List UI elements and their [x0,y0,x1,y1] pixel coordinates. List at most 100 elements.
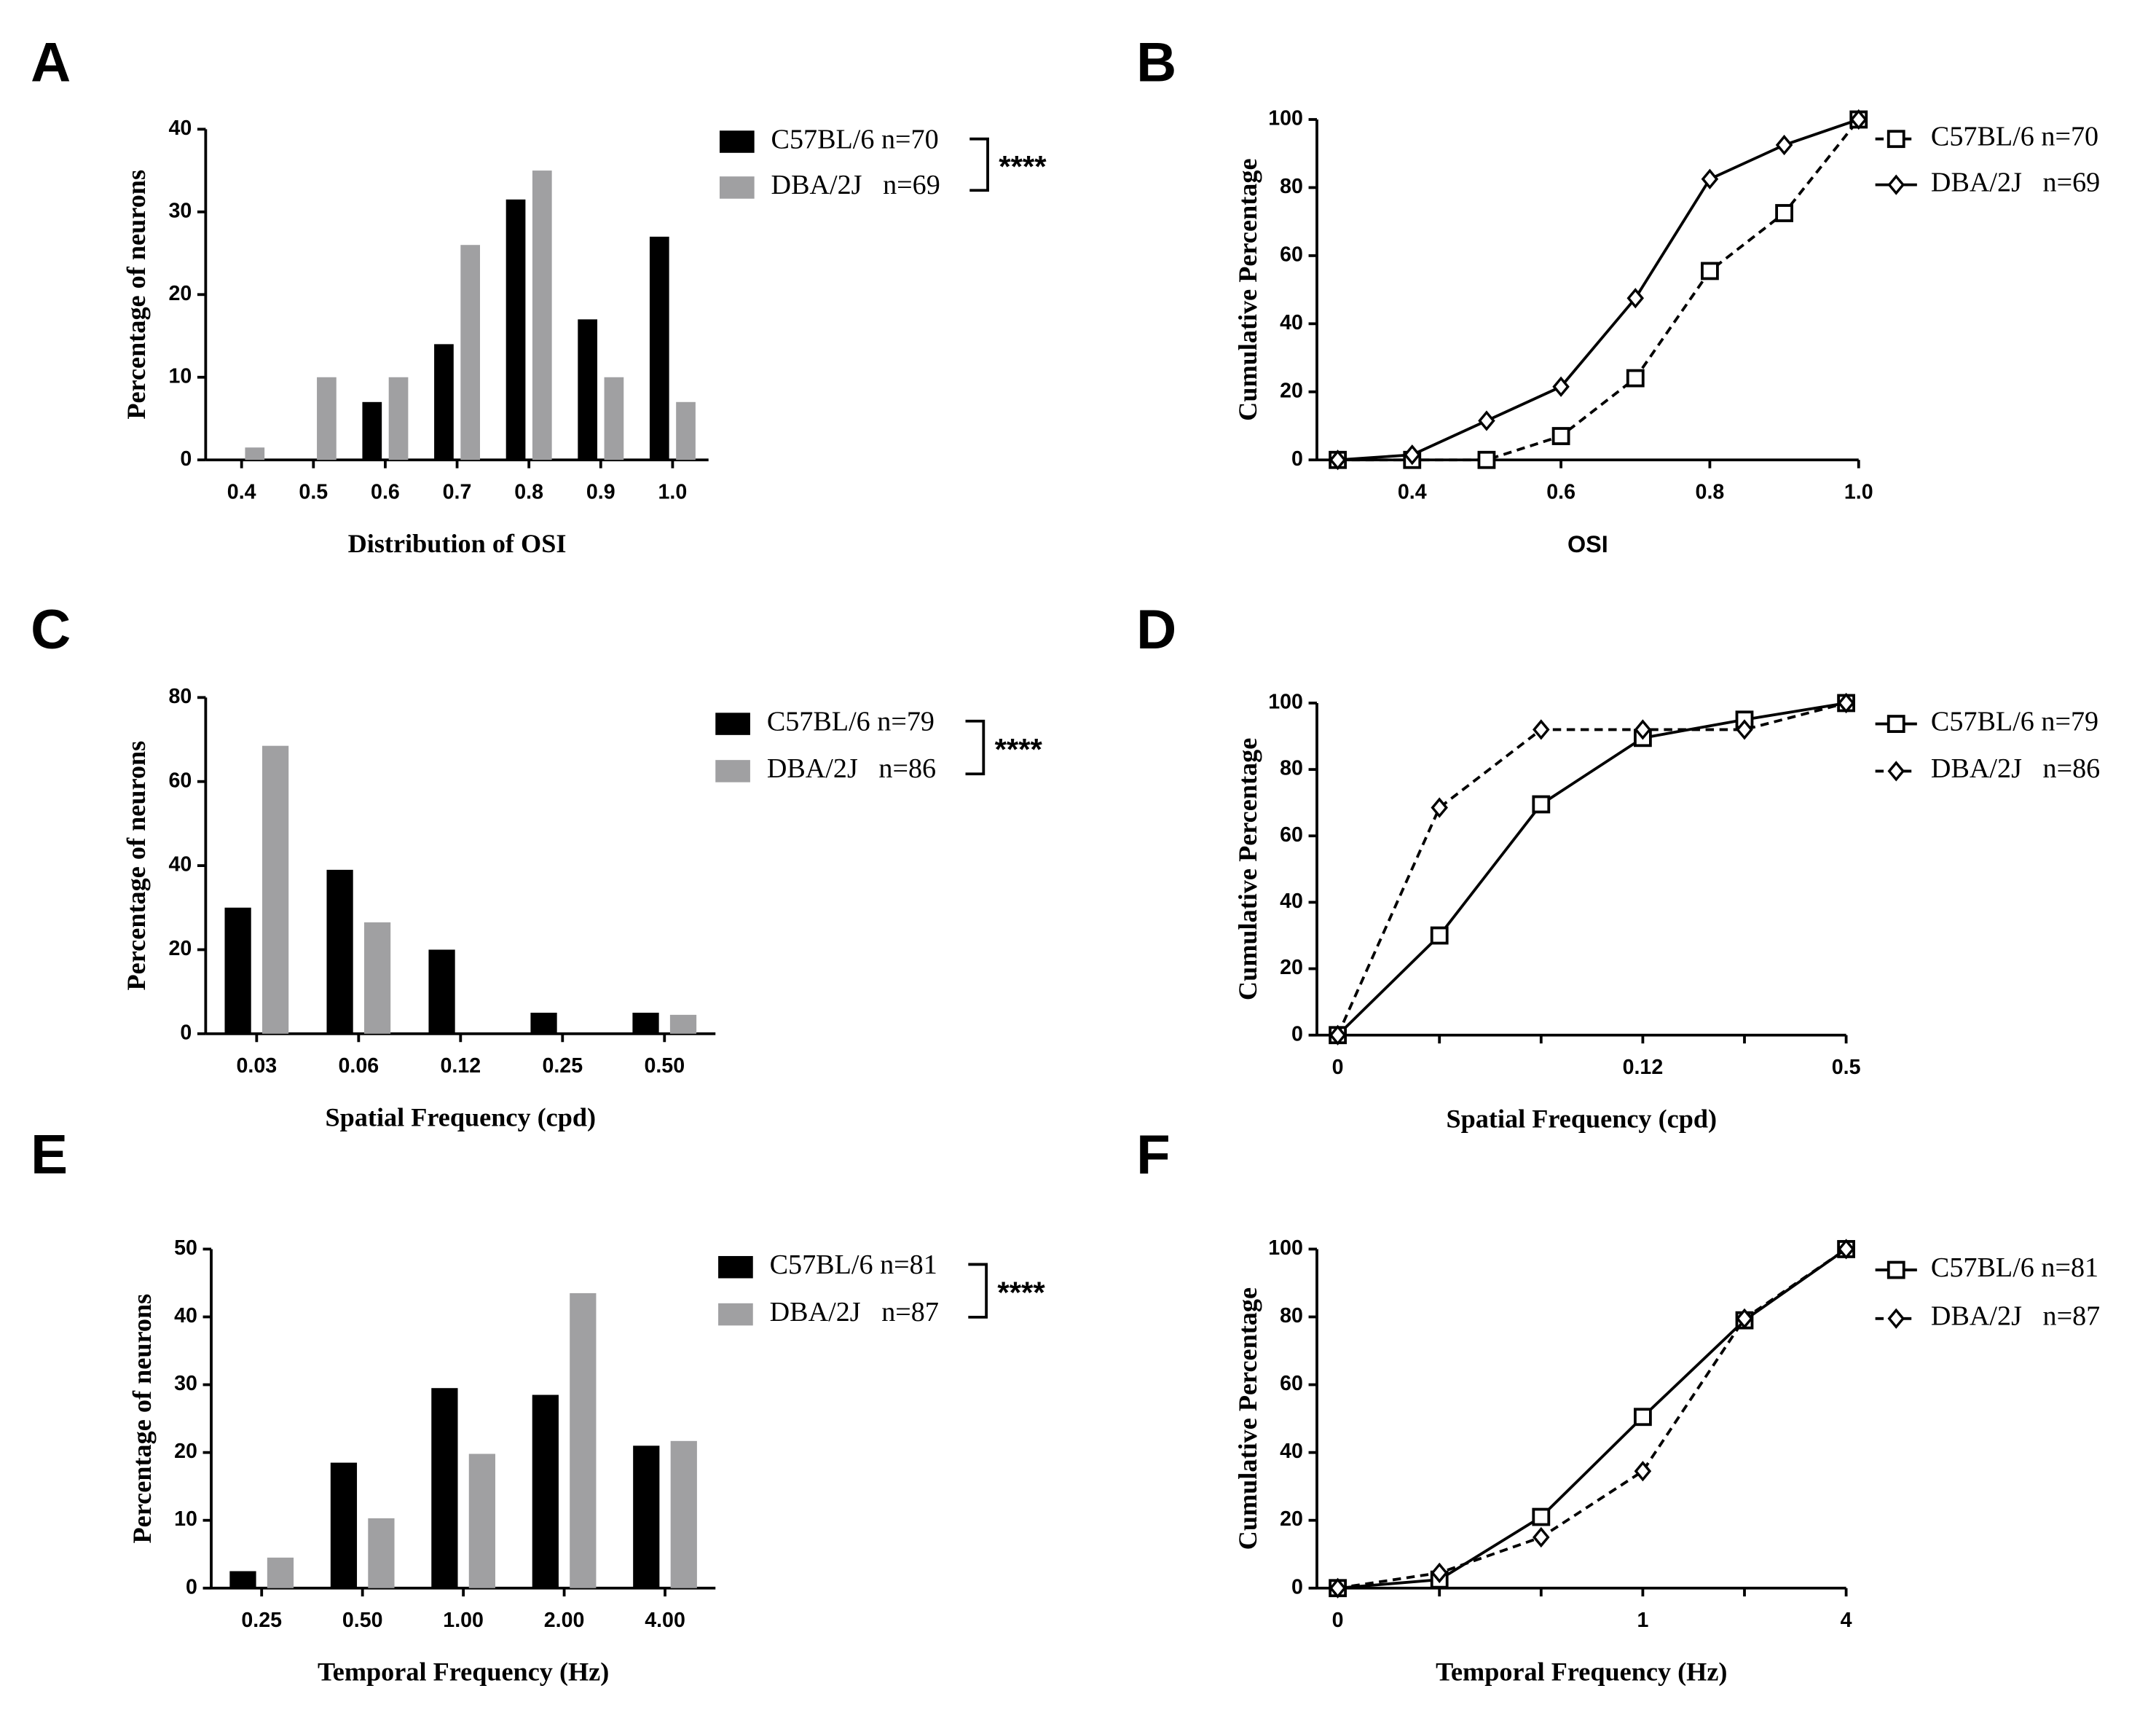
x-tick-label: 1.0 [1844,481,1873,504]
legend-marker [1886,1260,1905,1279]
x-tick-label: 1 [1637,1609,1648,1632]
marker-diamond [1404,444,1421,466]
x-axis-label: OSI [1567,531,1608,557]
marker-square [1775,204,1793,222]
x-tick-label: 1.00 [443,1609,484,1632]
x-tick-label: 0 [1332,1056,1344,1079]
x-tick-label: 4.00 [645,1609,685,1632]
legend-marker [1887,761,1905,782]
series-line [1337,118,1860,462]
marker-square [1477,450,1496,469]
x-tick-label: 0 [1332,1609,1344,1632]
y-tick-label: 20 [1280,379,1303,402]
x-tick-label: 0.9 [586,481,615,504]
legend-label: DBA/2J n=87 [1931,1301,2100,1332]
significance-bracket [969,137,989,192]
x-tick-label: 0.4 [1398,481,1427,504]
series-line [1336,702,1847,1036]
x-tick-label: 0.50 [342,1609,383,1632]
legend-swatch [715,713,750,735]
marker-diamond [1775,134,1793,156]
bar [326,869,353,1034]
significance-stars: **** [997,1275,1045,1309]
marker-diamond [1849,109,1868,130]
bar [633,1445,660,1588]
legend-swatch [715,760,750,782]
x-tick-label: 0.25 [542,1054,583,1078]
marker-diamond [1736,719,1753,740]
x-tick-label: 0.06 [339,1054,379,1078]
marker-square [1626,369,1645,388]
y-axis-label: Percentage of neurons [122,741,151,991]
marker-diamond [1478,410,1495,431]
y-tick-label: 20 [1280,1507,1303,1531]
y-tick-label: 40 [168,117,192,140]
legend-label: C57BL/6 n=70 [771,124,939,154]
legend-swatch [718,1255,753,1279]
y-tick-label: 60 [1280,243,1303,266]
marker-square [1532,1507,1551,1526]
legend-label: DBA/2J n=87 [770,1297,939,1327]
significance-stars: **** [999,149,1047,184]
panel-letter: A [31,32,71,94]
y-tick-label: 20 [168,282,192,305]
panel-letter: F [1136,1124,1171,1186]
marker-diamond [1533,1526,1550,1548]
y-tick-label: 40 [174,1304,197,1327]
marker-diamond [1533,719,1550,740]
x-tick-label: 4 [1841,1609,1852,1632]
panel: A 0 10 20 30 40 Percentage of neurons Distribut… [31,32,1047,558]
x-axis-label: Temporal Frequency (Hz) [1436,1657,1727,1686]
panel: C 0 20 40 60 80 Percentage of neurons Spatial F… [31,599,1042,1132]
marker-diamond [1329,1577,1347,1598]
series-line [1337,702,1846,1037]
legend-marker [1886,130,1905,149]
marker-diamond [1626,288,1645,309]
y-tick-label: 0 [1291,447,1303,471]
y-tick-label: 0 [1291,1575,1303,1598]
y-tick-label: 60 [1280,823,1303,847]
significance-bracket [968,1263,988,1319]
marker-diamond [1634,719,1652,740]
legend-label: DBA/2J n=86 [1931,753,2100,784]
legend-label: DBA/2J n=86 [767,753,936,784]
bar [532,170,552,460]
x-tick-label: 0.5 [299,481,328,504]
x-tick-label: 0.6 [371,481,400,504]
panel-letter: E [31,1124,68,1186]
bar [388,377,409,460]
x-tick-label: 0.12 [1623,1056,1664,1079]
y-tick-label: 100 [1268,1236,1303,1260]
y-tick-label: 80 [1280,175,1303,198]
legend-label: C57BL/6 n=81 [770,1250,937,1280]
panel-letter: C [31,599,71,661]
y-tick-label: 20 [174,1440,197,1463]
bar [649,236,669,460]
bar [460,245,481,460]
marker-diamond [1329,450,1347,471]
y-tick-label: 40 [1280,311,1303,334]
series-line [1337,1247,1847,1590]
bar [245,447,265,460]
y-tick-label: 60 [1280,1372,1303,1395]
x-tick-label: 0.12 [440,1054,481,1078]
y-axis-label: Cumulative Percentage [1233,158,1262,420]
y-tick-label: 80 [1280,757,1303,780]
y-axis-label: Percentage of neurons [122,170,151,420]
bar [578,319,598,460]
x-axis-label: Spatial Frequency (cpd) [1447,1104,1718,1133]
marker-square [1551,427,1570,445]
bar [261,745,289,1034]
legend-marker [1887,174,1905,195]
legend-label: C57BL/6 n=70 [1931,121,2098,152]
x-tick-label: 0.8 [1696,481,1725,504]
y-axis-label: Percentage of neurons [127,1294,157,1544]
marker-diamond [1634,1461,1652,1482]
y-tick-label: 100 [1268,107,1303,130]
bar [532,1394,559,1588]
x-tick-label: 0.5 [1832,1056,1861,1079]
y-tick-label: 80 [1280,1304,1303,1327]
y-tick-label: 60 [168,769,192,792]
